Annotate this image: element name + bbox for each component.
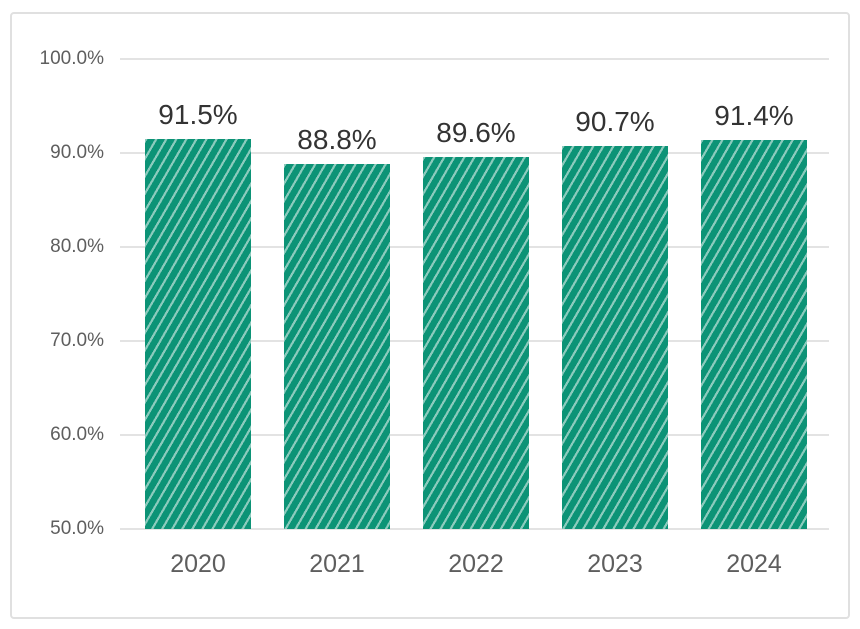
bar-2022 bbox=[423, 156, 529, 529]
gridline bbox=[120, 528, 829, 530]
y-axis-tick-label: 80.0% bbox=[50, 236, 104, 257]
bar-2024 bbox=[701, 139, 807, 529]
x-axis-tick-label: 2022 bbox=[448, 550, 504, 578]
x-axis-tick-label: 2021 bbox=[309, 550, 365, 578]
y-axis-tick-label: 60.0% bbox=[50, 424, 104, 445]
bar-2023 bbox=[562, 146, 668, 529]
bar-2020 bbox=[145, 138, 251, 529]
gridline bbox=[120, 152, 829, 154]
plot-area: 100.0% 90.0% 80.0% 70.0% 60.0% 50.0% 91.5% 88.… bbox=[12, 14, 848, 617]
bar-data-label: 91.4% bbox=[714, 99, 794, 131]
bar-data-label: 90.7% bbox=[575, 106, 655, 138]
x-axis-tick-label: 2020 bbox=[170, 550, 226, 578]
chart-card: 100.0% 90.0% 80.0% 70.0% 60.0% 50.0% 91.5% 88.… bbox=[10, 12, 850, 619]
y-axis-tick-label: 70.0% bbox=[50, 330, 104, 351]
bar-data-label: 89.6% bbox=[436, 116, 516, 148]
bar-data-label: 91.5% bbox=[158, 98, 238, 130]
bar-2021 bbox=[284, 164, 390, 529]
x-axis-tick-label: 2024 bbox=[726, 550, 782, 578]
y-axis-tick-label: 100.0% bbox=[39, 48, 104, 69]
y-axis-tick-label: 50.0% bbox=[50, 518, 104, 539]
x-axis-tick-label: 2023 bbox=[587, 550, 643, 578]
gridline bbox=[120, 58, 829, 60]
bar-data-label: 88.8% bbox=[297, 124, 377, 156]
y-axis-tick-label: 90.0% bbox=[50, 142, 104, 163]
